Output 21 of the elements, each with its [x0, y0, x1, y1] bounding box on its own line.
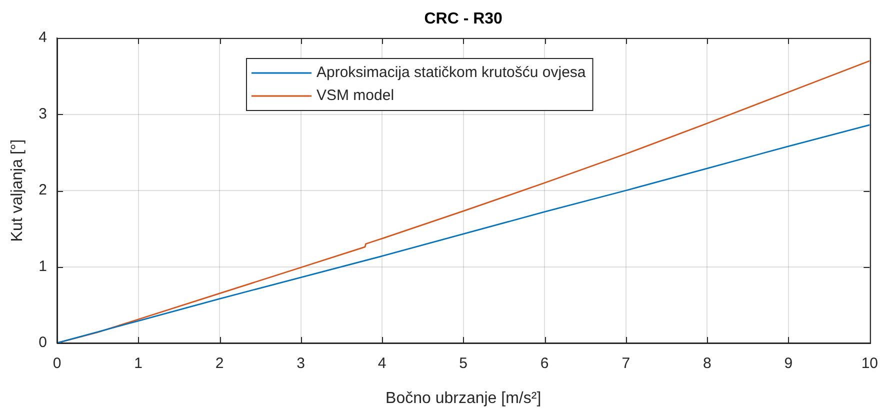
y-axis-title: Kut valjanja [°]: [9, 139, 26, 242]
x-tick-label: 8: [702, 355, 712, 372]
x-tick-label: 5: [459, 355, 468, 372]
y-tick-label: 2: [38, 182, 47, 199]
x-tick-label: 4: [378, 355, 386, 372]
x-tick-label: 6: [540, 355, 549, 372]
y-tick-label: 0: [38, 334, 47, 352]
legend-label: Aproksimacija statičkom krutošću ovjesa: [316, 64, 586, 82]
x-tick-label: 1: [134, 355, 142, 372]
x-tick-label: 7: [622, 355, 630, 372]
y-tick-label: 3: [38, 105, 47, 122]
x-tick-label: 9: [784, 355, 793, 372]
x-tick-label: 2: [215, 355, 224, 372]
x-tick-label: 0: [52, 355, 62, 372]
x-axis-title: Bočno ubrzanje [m/s²]: [386, 390, 542, 407]
y-tick-label: 4: [38, 29, 47, 46]
y-tick-label: 1: [38, 258, 47, 275]
legend-label: VSM model: [316, 87, 394, 104]
chart-title: CRC - R30: [424, 10, 503, 28]
x-tick-label: 3: [296, 355, 305, 372]
x-tick-label: 10: [861, 355, 878, 372]
